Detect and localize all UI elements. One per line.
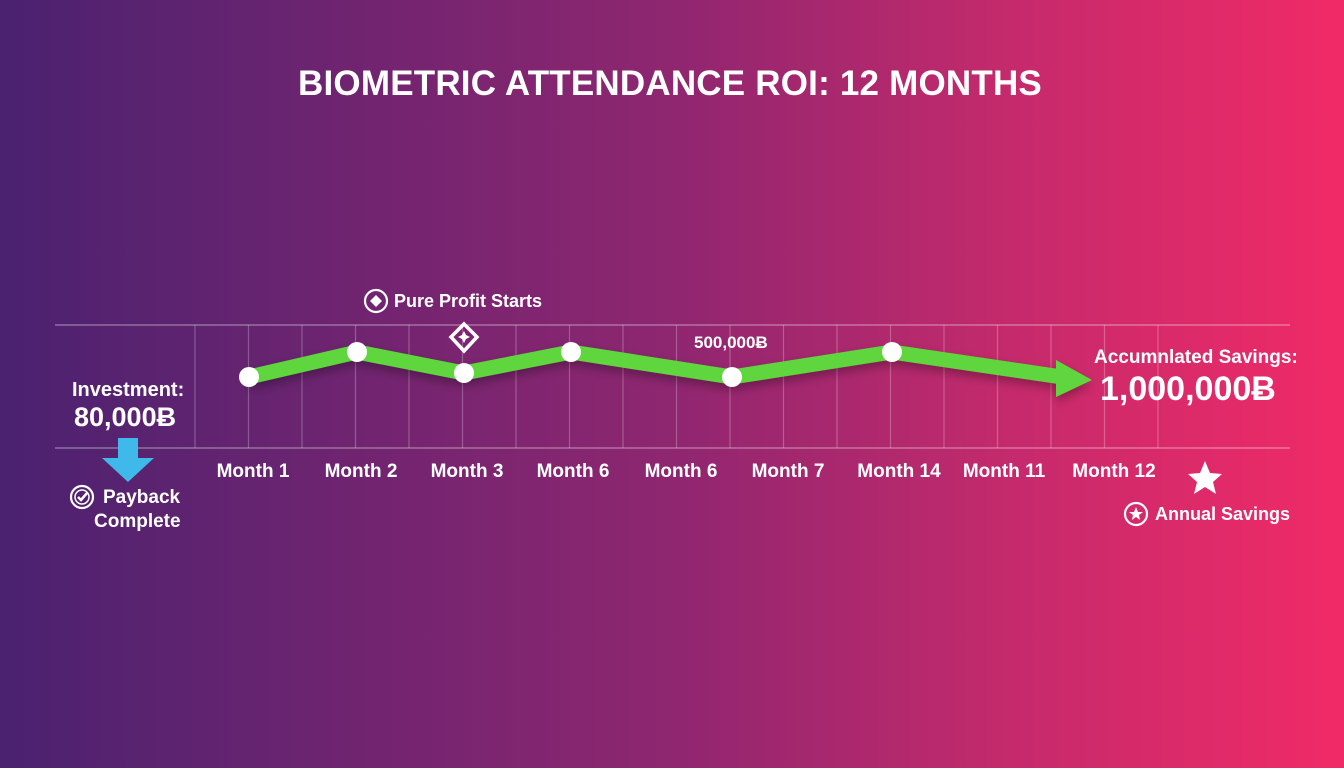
star-circle-icon xyxy=(1123,501,1149,527)
annual-savings-label: Annual Savings xyxy=(1155,504,1291,524)
data-point xyxy=(561,342,581,362)
data-point xyxy=(882,342,902,362)
x-tick-label: Month 6 xyxy=(536,461,610,482)
mid-value-label: 500,000Ƀ xyxy=(694,333,768,352)
accumulated-savings-value: 1,000,000Ƀ xyxy=(1100,370,1276,408)
down-arrow-icon xyxy=(102,438,154,482)
series-line xyxy=(247,344,1092,397)
grid xyxy=(55,324,1290,449)
pure-profit-label: Pure Profit Starts xyxy=(394,291,543,311)
data-point xyxy=(454,363,474,383)
x-tick-label: Month 7 xyxy=(751,461,825,482)
diamond-circle-icon xyxy=(363,288,389,314)
data-point xyxy=(722,367,742,387)
payback-label-line2: Complete xyxy=(94,511,181,532)
chart-title: BIOMETRIC ATTENDANCE ROI: 12 MONTHS xyxy=(298,64,1042,103)
data-point xyxy=(347,342,367,362)
series-path xyxy=(247,344,1064,385)
investment-value: 80,000Ƀ xyxy=(74,402,177,432)
accumulated-savings-label: Accumnlated Savings: xyxy=(1094,347,1298,368)
check-circle-icon xyxy=(69,484,95,510)
x-tick-label: Month 3 xyxy=(430,461,504,482)
x-tick-label: Month 1 xyxy=(216,461,290,482)
data-points xyxy=(239,342,902,387)
diamond-marker-icon xyxy=(448,321,480,354)
x-tick-label: Month 2 xyxy=(324,461,398,482)
star-icon xyxy=(1188,461,1222,494)
payback-label-line1: Payback xyxy=(103,487,181,508)
series-arrowhead xyxy=(1056,360,1092,397)
x-tick-label: Month 6 xyxy=(644,461,718,482)
data-point xyxy=(239,367,259,387)
x-tick-label: Month 14 xyxy=(857,461,941,482)
x-tick-label: Month 11 xyxy=(962,461,1046,482)
x-tick-label: Month 12 xyxy=(1072,461,1156,482)
investment-label: Investment: xyxy=(72,379,185,401)
